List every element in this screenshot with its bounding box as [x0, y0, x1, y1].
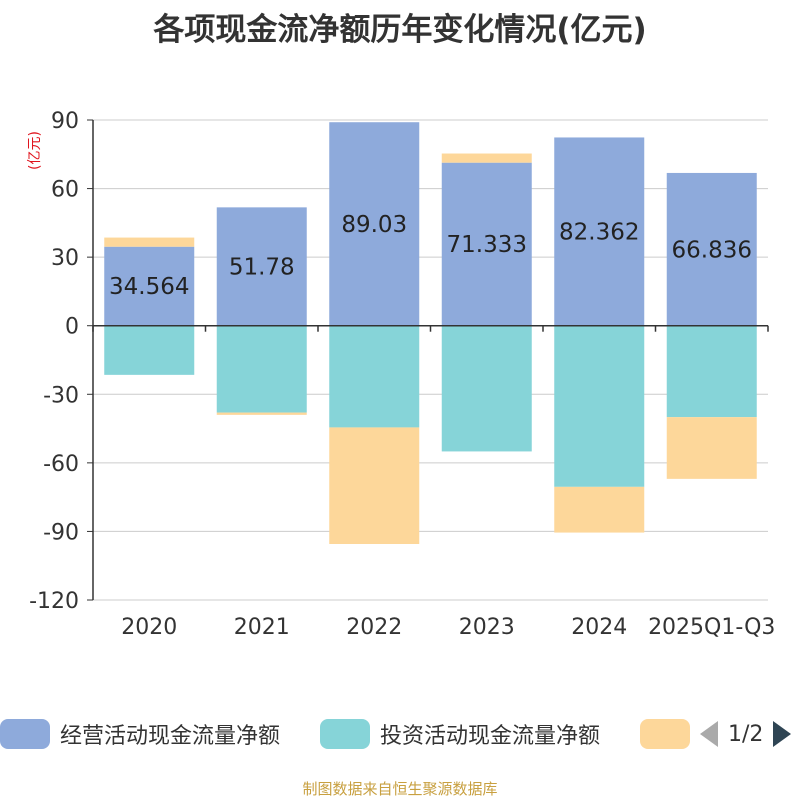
legend-item-financing[interactable] [640, 718, 700, 750]
bar-operating [329, 122, 420, 326]
x-tick-label: 2021 [234, 615, 290, 640]
chart-title: 各项现金流净额历年变化情况(亿元) [153, 12, 647, 48]
y-tick-label: -30 [43, 383, 79, 408]
bar-operating [666, 172, 757, 326]
y-tick-label: -60 [43, 452, 79, 477]
bar-operating [441, 162, 532, 326]
bar-operating [104, 246, 195, 326]
legend-swatch-investing [320, 719, 370, 749]
x-tick-label: 2022 [346, 615, 402, 640]
data-source-note: 制图数据来自恒生聚源数据库 [302, 780, 498, 798]
data-label: 82.362 [559, 220, 639, 246]
bar-chart: 90 60 30 0 -30 -60 -90 -120 2020 2021 2022 2023 2024… [29, 109, 775, 640]
y-tick-label: 60 [51, 178, 79, 203]
legend-next-page-icon[interactable] [773, 721, 792, 747]
bar-investing [666, 325, 757, 418]
bar-investing [441, 325, 532, 452]
x-tick-label: 2025Q1-Q3 [648, 615, 775, 640]
bar-financing [216, 412, 307, 415]
data-label: 66.836 [672, 237, 752, 263]
bar-investing [554, 325, 645, 487]
bar-financing [329, 427, 420, 544]
x-tick-label: 2020 [121, 615, 177, 640]
y-tick-label: 0 [65, 315, 79, 340]
legend-item-investing[interactable]: 投资活动现金流量净额 [320, 718, 600, 750]
legend-label-investing: 投资活动现金流量净额 [380, 724, 601, 749]
legend-page-indicator: 1/2 [728, 721, 764, 747]
data-label: 71.333 [447, 232, 527, 258]
bar-investing [216, 325, 307, 413]
legend-label-operating: 经营活动现金流量净额 [60, 724, 281, 749]
bar-investing [329, 325, 420, 428]
bar-financing [554, 486, 645, 533]
bar-operating [554, 137, 645, 326]
bar-financing [441, 153, 532, 163]
y-tick-label: 30 [51, 246, 79, 271]
legend-pager: 1/2 [700, 718, 792, 750]
bar-investing [104, 325, 195, 375]
y-tick-label: -120 [29, 589, 79, 614]
legend-item-operating[interactable]: 经营活动现金流量净额 [0, 718, 280, 750]
legend-swatch-financing [640, 719, 690, 749]
x-tick-label: 2023 [459, 615, 515, 640]
y-tick-label: -90 [43, 520, 79, 545]
data-label: 89.03 [341, 212, 407, 238]
data-label: 51.78 [229, 255, 295, 281]
legend-swatch-operating [0, 719, 50, 749]
y-tick-label: 90 [51, 109, 79, 134]
bar-operating [216, 207, 307, 326]
data-label: 34.564 [109, 274, 189, 300]
bar-financing [104, 237, 195, 247]
legend-prev-page-icon[interactable] [700, 721, 718, 747]
x-tick-label: 2024 [571, 615, 627, 640]
bar-financing [666, 417, 757, 479]
